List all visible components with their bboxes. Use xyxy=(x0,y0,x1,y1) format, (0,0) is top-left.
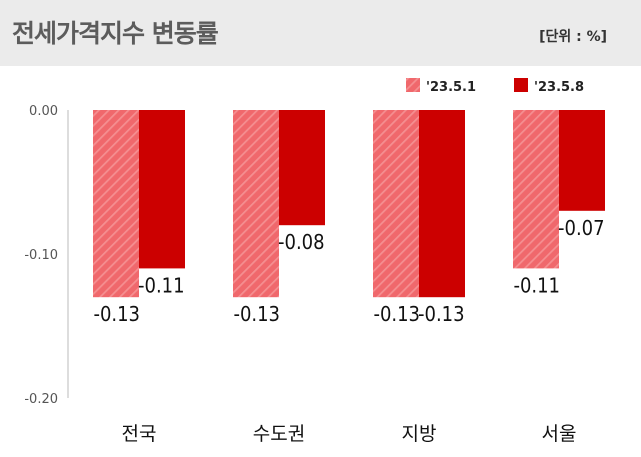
bar-series-1 xyxy=(513,110,559,269)
legend-label: '23.5.8 xyxy=(534,80,584,95)
y-tick-label: -0.10 xyxy=(24,248,58,263)
unit-label: [단위 : %] xyxy=(539,29,607,45)
legend: '23.5.1 '23.5.8 xyxy=(406,78,584,95)
data-label: -0.11 xyxy=(513,273,560,297)
data-labels: -0.13-0.11-0.13-0.08-0.13-0.13-0.11-0.07 xyxy=(93,216,604,326)
bars xyxy=(93,110,605,298)
bar-series-1 xyxy=(93,110,139,298)
x-axis-labels: 전국 수도권 지방 서울 xyxy=(122,423,577,445)
data-label: -0.07 xyxy=(558,216,605,240)
chart-title: 전세가격지수 변동률 xyxy=(12,19,219,48)
y-axis-ticks: 0.00 -0.10 -0.20 xyxy=(24,104,58,407)
y-tick-label: -0.20 xyxy=(24,392,58,407)
header-band xyxy=(0,0,641,66)
category-label: 지방 xyxy=(402,423,437,445)
bar-series-2 xyxy=(139,110,185,269)
category-label: 서울 xyxy=(542,423,577,445)
data-label: -0.08 xyxy=(278,230,325,254)
category-label: 수도권 xyxy=(253,423,305,445)
bar-series-1 xyxy=(233,110,279,298)
bar-series-2 xyxy=(559,110,605,211)
data-label: -0.11 xyxy=(138,273,185,297)
bar-series-1 xyxy=(373,110,419,298)
legend-swatch xyxy=(514,78,528,92)
data-label: -0.13 xyxy=(373,302,420,326)
data-label: -0.13 xyxy=(418,302,465,326)
legend-label: '23.5.1 xyxy=(426,80,476,95)
legend-swatch xyxy=(406,78,420,92)
data-label: -0.13 xyxy=(93,302,140,326)
bar-series-2 xyxy=(419,110,465,298)
data-label: -0.13 xyxy=(233,302,280,326)
y-tick-label: 0.00 xyxy=(29,104,58,119)
bar-series-2 xyxy=(279,110,325,226)
category-label: 전국 xyxy=(122,423,157,445)
